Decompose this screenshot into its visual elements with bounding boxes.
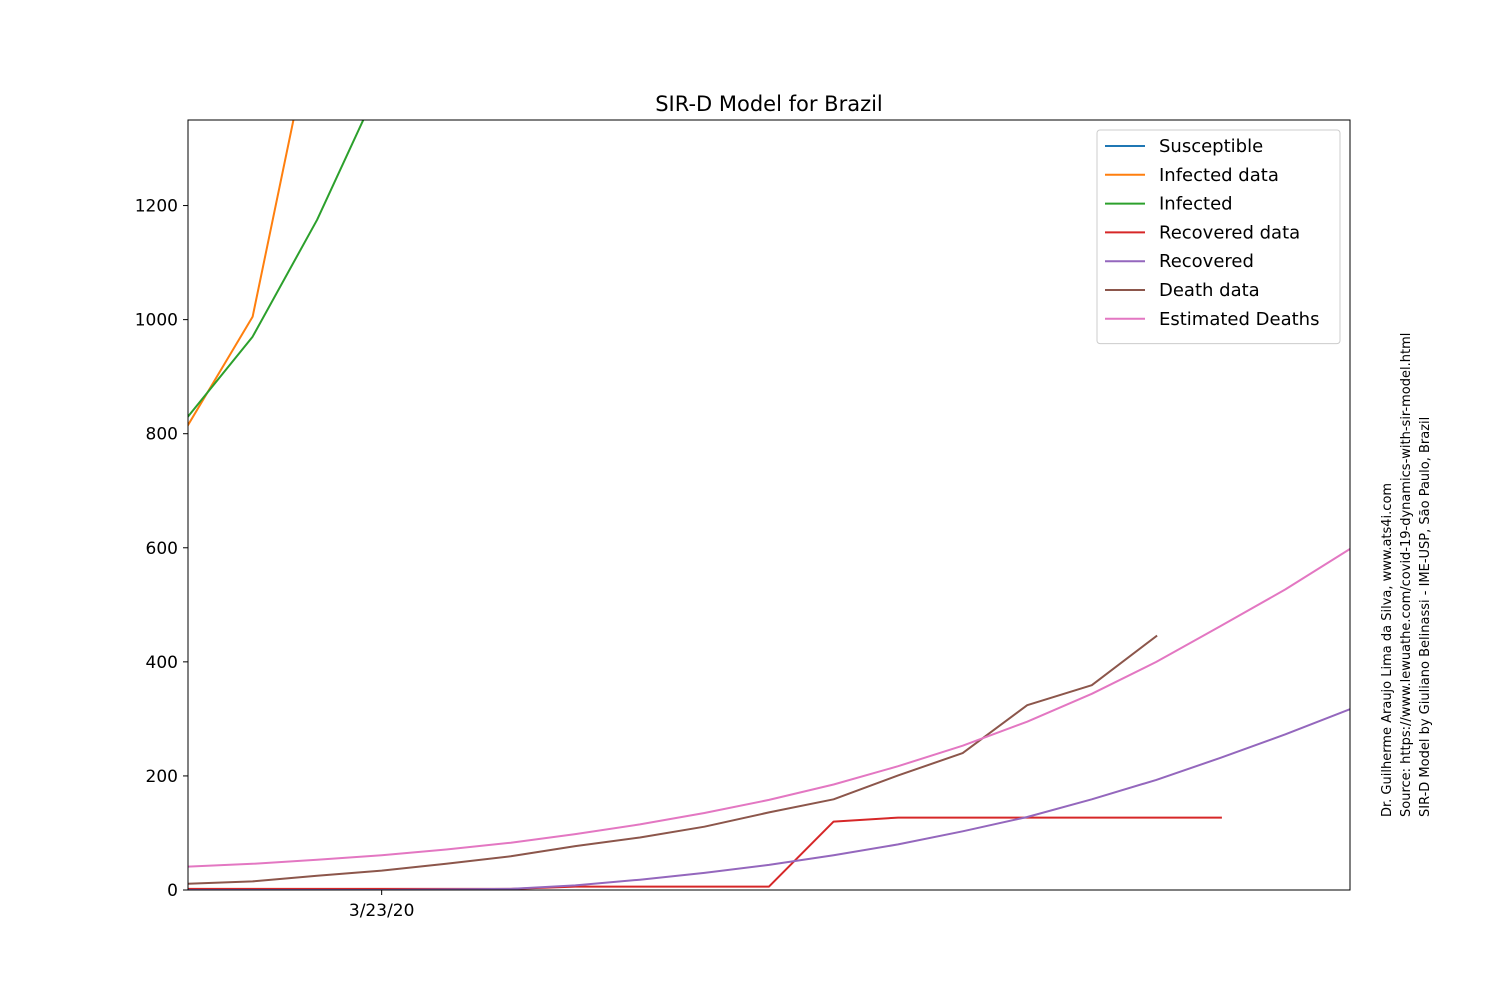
y-tick-label-6: 1200 [135, 197, 178, 217]
legend-label-3: Recovered data [1159, 222, 1300, 243]
series-line-2 [188, 120, 365, 419]
legend-label-5: Death data [1159, 280, 1260, 301]
credit-model: SIR-D Model by Giuliano Belinassi - IME-… [1418, 416, 1433, 817]
series-line-5 [188, 634, 1158, 885]
legend-label-2: Infected [1159, 194, 1233, 215]
y-tick-label-2: 400 [146, 653, 178, 673]
credit-source: Source: https://www.lewuathe.com/covid-1… [1399, 332, 1414, 817]
legend-label-1: Infected data [1159, 165, 1279, 186]
y-tick-label-4: 800 [146, 425, 178, 445]
credit-author: Dr. Guilherme Araujo Lima da Silva, www.… [1380, 482, 1395, 817]
y-tick-label-5: 1000 [135, 311, 178, 331]
series-line-3 [188, 816, 1222, 890]
series-line-1 [188, 120, 295, 427]
y-tick-label-1: 200 [146, 767, 178, 787]
series-line-6 [188, 547, 1350, 868]
legend-box [1096, 129, 1341, 345]
legend-label-6: Estimated Deaths [1159, 309, 1319, 330]
legend-label-0: Susceptible [1159, 136, 1263, 157]
y-tick-label-0: 0 [167, 881, 178, 901]
x-tick-label-0: 3/23/20 [349, 901, 415, 921]
y-tick-label-3: 600 [146, 539, 178, 559]
chart-title: SIR-D Model for Brazil [655, 92, 883, 116]
plot-frame [187, 119, 1351, 891]
legend-label-4: Recovered [1159, 251, 1254, 272]
series-line-4 [188, 708, 1350, 890]
legend: Susceptible Infected data Infected Recovere… [1096, 129, 1341, 345]
series-layer [188, 120, 1350, 890]
axis-layer: 0 200 400 600 800 1000 1200 3/23/20 [135, 119, 1351, 921]
